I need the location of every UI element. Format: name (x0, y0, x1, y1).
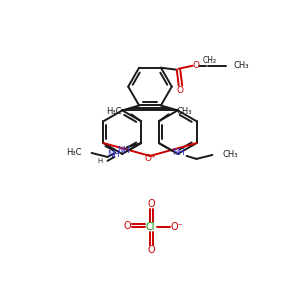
Text: O: O (123, 221, 131, 231)
Text: O: O (147, 200, 155, 209)
Text: CH₃: CH₃ (222, 151, 238, 160)
Text: O⁺: O⁺ (144, 154, 156, 164)
Text: O⁻: O⁻ (170, 222, 183, 232)
Text: NH: NH (172, 148, 185, 158)
Text: CH₂: CH₂ (202, 56, 217, 65)
Text: NH: NH (108, 151, 120, 160)
Text: O: O (147, 245, 155, 255)
Text: O: O (192, 61, 199, 70)
Text: CH₃: CH₃ (176, 107, 192, 116)
Text: NH: NH (117, 146, 130, 155)
Text: H₃C: H₃C (66, 148, 82, 158)
Text: O: O (177, 86, 184, 95)
Text: H₃C: H₃C (106, 107, 122, 116)
Text: Cl: Cl (145, 222, 155, 232)
Text: H: H (97, 158, 102, 164)
Text: CH₃: CH₃ (233, 61, 249, 70)
